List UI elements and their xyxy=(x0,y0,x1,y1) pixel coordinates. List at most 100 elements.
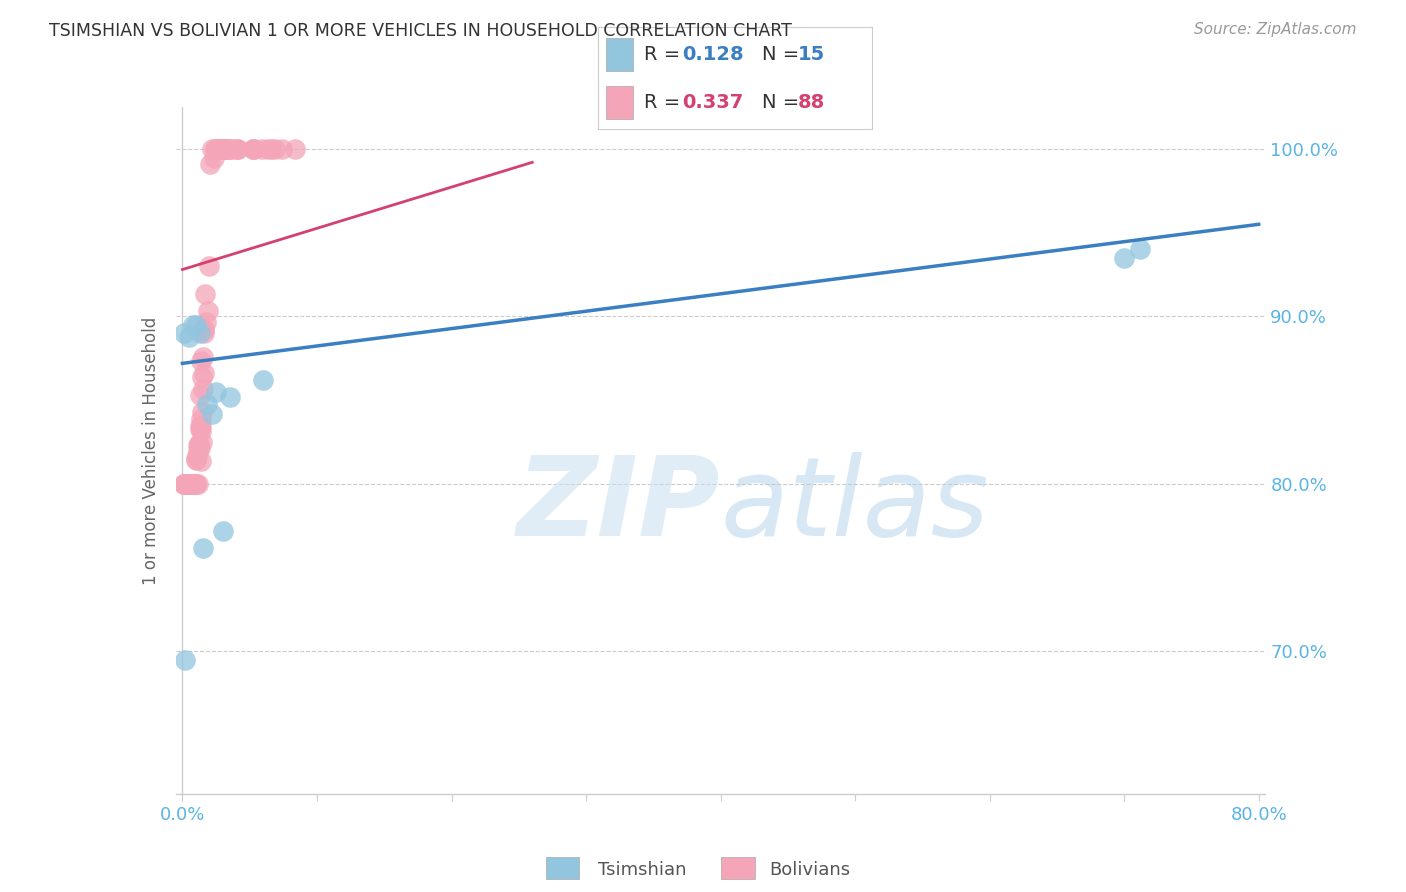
Point xyxy=(180,477,202,491)
Point xyxy=(179,477,201,491)
Point xyxy=(226,142,249,156)
Text: atlas: atlas xyxy=(721,452,990,559)
Point xyxy=(183,477,205,491)
Point xyxy=(193,326,215,341)
Point xyxy=(177,477,200,491)
Text: N =: N = xyxy=(762,45,806,64)
Text: Bolivians: Bolivians xyxy=(769,861,851,879)
Point xyxy=(186,453,208,467)
Point xyxy=(195,315,218,329)
Point xyxy=(173,326,195,341)
Point xyxy=(197,304,219,318)
Point xyxy=(187,437,209,451)
Point xyxy=(190,405,212,419)
Text: 0.128: 0.128 xyxy=(682,45,744,64)
Point xyxy=(181,477,204,491)
Point xyxy=(217,142,239,156)
Point xyxy=(215,142,238,156)
Point xyxy=(174,653,197,667)
Text: ZIP: ZIP xyxy=(517,452,721,559)
Point xyxy=(183,477,205,491)
Point xyxy=(173,477,195,491)
Text: R =: R = xyxy=(644,93,686,112)
Point xyxy=(186,449,208,463)
Point xyxy=(209,142,232,156)
Point xyxy=(187,477,209,491)
Point xyxy=(183,477,205,491)
Point xyxy=(215,142,238,156)
Point xyxy=(211,524,233,538)
Point xyxy=(187,438,209,452)
Point xyxy=(242,142,264,156)
Point xyxy=(242,142,264,156)
Point xyxy=(219,142,242,156)
Point xyxy=(177,477,200,491)
Point xyxy=(191,350,214,364)
Text: 15: 15 xyxy=(797,45,825,64)
Y-axis label: 1 or more Vehicles in Household: 1 or more Vehicles in Household xyxy=(142,317,160,584)
Point xyxy=(184,477,207,491)
Bar xyxy=(546,857,579,879)
Point xyxy=(188,422,211,436)
Point xyxy=(173,477,195,491)
Point xyxy=(201,142,224,156)
Point xyxy=(173,477,195,491)
Point xyxy=(191,541,214,555)
Point xyxy=(186,451,208,466)
Point xyxy=(188,388,211,402)
Point xyxy=(188,326,211,341)
Point xyxy=(176,477,198,491)
Bar xyxy=(606,38,633,70)
Point xyxy=(270,142,292,156)
Point xyxy=(179,477,201,491)
Point xyxy=(225,142,247,156)
Point xyxy=(179,477,201,491)
Point xyxy=(201,407,224,421)
Text: R =: R = xyxy=(644,45,686,64)
Point xyxy=(173,477,195,491)
Point xyxy=(181,477,204,491)
Point xyxy=(204,142,226,156)
Point xyxy=(176,477,198,491)
Point xyxy=(215,142,238,156)
Point xyxy=(193,322,215,336)
Point xyxy=(242,142,264,156)
Point xyxy=(174,477,197,491)
Point xyxy=(181,477,204,491)
Point xyxy=(212,142,235,156)
Point xyxy=(193,366,215,380)
Point xyxy=(184,477,207,491)
Point xyxy=(1114,251,1136,265)
Point xyxy=(183,477,205,491)
Point xyxy=(173,477,195,491)
Point xyxy=(208,142,231,156)
Point xyxy=(209,142,232,156)
Point xyxy=(218,390,240,404)
Point xyxy=(179,477,201,491)
Point xyxy=(257,142,280,156)
Text: Tsimshian: Tsimshian xyxy=(598,861,686,879)
Point xyxy=(190,354,212,368)
Point xyxy=(1129,243,1152,257)
Point xyxy=(184,318,207,332)
Point xyxy=(260,142,283,156)
Text: N =: N = xyxy=(762,93,806,112)
Point xyxy=(263,142,285,156)
Point xyxy=(226,142,249,156)
Point xyxy=(250,142,273,156)
Point xyxy=(211,142,233,156)
Point xyxy=(190,424,212,438)
Text: 88: 88 xyxy=(797,93,825,112)
Text: 0.337: 0.337 xyxy=(682,93,744,112)
Point xyxy=(190,419,212,434)
Point xyxy=(191,435,214,450)
Bar xyxy=(721,857,755,879)
Text: TSIMSHIAN VS BOLIVIAN 1 OR MORE VEHICLES IN HOUSEHOLD CORRELATION CHART: TSIMSHIAN VS BOLIVIAN 1 OR MORE VEHICLES… xyxy=(49,22,792,40)
Point xyxy=(188,418,211,433)
Point xyxy=(252,373,274,387)
Point xyxy=(218,142,240,156)
Point xyxy=(284,142,307,156)
Point xyxy=(190,412,212,426)
Point xyxy=(188,441,211,455)
Point xyxy=(205,384,228,399)
